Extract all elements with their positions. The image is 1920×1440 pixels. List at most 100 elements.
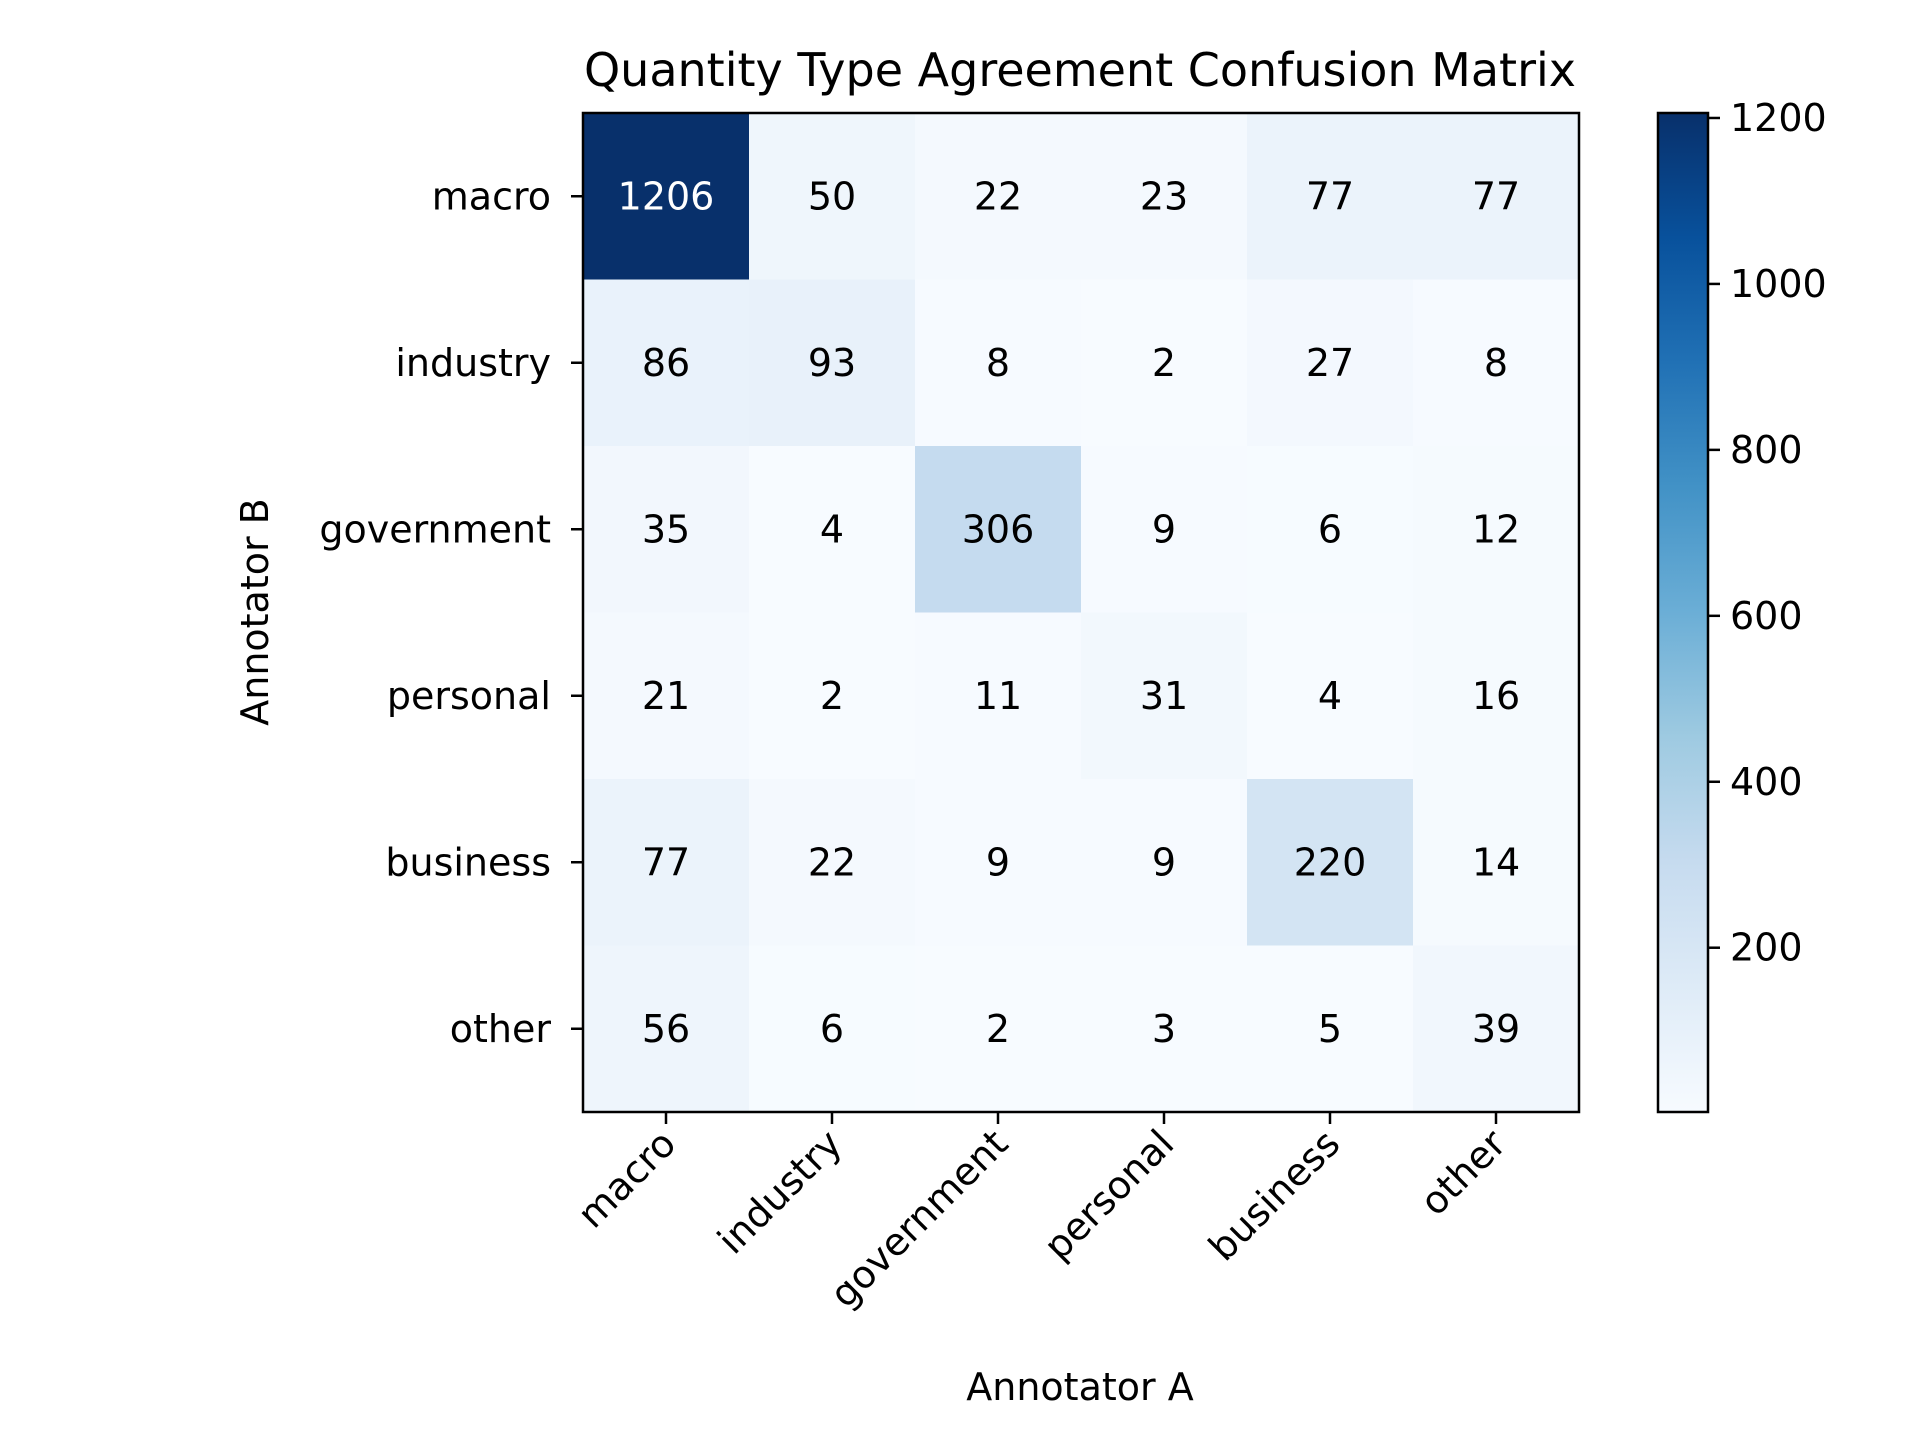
x-tick-label: other (1412, 1121, 1515, 1224)
y-tick-label: business (385, 840, 551, 884)
cell-value-label: 12 (1472, 507, 1520, 551)
cell-value-label: 11 (974, 674, 1022, 718)
colorbar-tick-label: 1000 (1730, 262, 1827, 306)
heatmap-cell (1413, 279, 1580, 447)
cell-value-label: 306 (962, 507, 1035, 551)
heatmap-cell (915, 113, 1082, 280)
heatmap-cell (583, 279, 750, 447)
cell-value-label: 4 (1318, 674, 1342, 718)
x-tick-label: macro (569, 1121, 684, 1236)
heatmap-cell (583, 446, 750, 613)
heatmap-cell (915, 446, 1082, 613)
cell-value-label: 35 (642, 507, 690, 551)
heatmap-cell (749, 779, 916, 946)
heatmap-cell (1247, 446, 1414, 613)
colorbar-tick-label: 800 (1730, 428, 1803, 472)
cell-value-label: 86 (642, 341, 690, 385)
cell-value-label: 56 (642, 1007, 690, 1051)
y-tick-label: other (450, 1007, 552, 1051)
cell-value-label: 21 (642, 674, 690, 718)
cell-value-label: 6 (820, 1007, 844, 1051)
heatmap-cell (749, 612, 916, 780)
heatmap-cell (749, 113, 916, 280)
y-axis-ticks: macro industry government personal business o… (319, 174, 583, 1051)
heatmap-cell (1081, 279, 1248, 447)
cell-value-label: 2 (986, 1007, 1010, 1051)
y-tick-label: macro (432, 174, 551, 218)
cell-value-label: 9 (986, 840, 1010, 884)
cell-value-label: 8 (986, 341, 1010, 385)
heatmap-cell (1081, 779, 1248, 946)
cell-value-label: 9 (1152, 840, 1176, 884)
heatmap-cell (1247, 113, 1414, 280)
cell-value-label: 31 (1140, 674, 1188, 718)
heatmap-cell (1247, 945, 1414, 1113)
x-tick-label: personal (1035, 1121, 1182, 1268)
heatmap-cell (1413, 612, 1580, 780)
cell-value-label: 14 (1472, 840, 1520, 884)
cell-value-label: 16 (1472, 674, 1520, 718)
cell-value-label: 77 (1306, 174, 1354, 218)
cell-value-label: 1206 (618, 174, 715, 218)
heatmap-cell (583, 779, 750, 946)
heatmap-cell (1081, 612, 1248, 780)
heatmap-cell (915, 279, 1082, 447)
cell-value-label: 2 (1152, 341, 1176, 385)
heatmap-cell (1247, 279, 1414, 447)
heatmap-cell (915, 612, 1082, 780)
cell-value-label: 6 (1318, 507, 1342, 551)
heatmap-cells (583, 113, 1580, 1113)
y-tick-label: government (319, 507, 551, 551)
heatmap-cell (1081, 113, 1248, 280)
cell-value-label: 9 (1152, 507, 1176, 551)
heatmap-cell (583, 945, 750, 1113)
heatmap-cell (1081, 945, 1248, 1113)
cell-value-label: 4 (820, 507, 844, 551)
colorbar (1656, 111, 1710, 1114)
heatmap-cell (1413, 446, 1580, 613)
x-axis-label: Annotator A (966, 1365, 1193, 1409)
cell-value-label: 77 (1472, 174, 1520, 218)
cell-value-label: 50 (808, 174, 856, 218)
cell-value-label: 5 (1318, 1007, 1342, 1051)
heatmap-cell (1413, 113, 1580, 280)
colorbar-ticks: 200 400 600 800 1000 1200 (1708, 96, 1827, 970)
x-tick-label: government (821, 1121, 1016, 1316)
heatmap-cell (1247, 612, 1414, 780)
colorbar-tick-label: 600 (1730, 594, 1803, 638)
y-tick-label: personal (387, 674, 551, 718)
x-tick-label: industry (709, 1121, 850, 1262)
heatmap-cell (1413, 779, 1580, 946)
x-tick-label: business (1200, 1121, 1348, 1269)
cell-value-label: 8 (1484, 341, 1508, 385)
cell-value-label: 220 (1294, 840, 1367, 884)
heatmap-cell (915, 779, 1082, 946)
y-tick-label: industry (395, 341, 551, 385)
heatmap-cell (583, 612, 750, 780)
cell-value-label: 39 (1472, 1007, 1520, 1051)
heatmap-cell (749, 279, 916, 447)
colorbar-tick-label: 1200 (1730, 96, 1827, 140)
cell-value-label: 77 (642, 840, 690, 884)
plot-frame (581, 111, 1581, 1114)
heatmap-cell (1413, 945, 1580, 1113)
heatmap-cell (583, 113, 750, 280)
heatmap-cell (1247, 779, 1414, 946)
cell-value-label: 22 (974, 174, 1022, 218)
colorbar-tick-label: 400 (1730, 760, 1803, 804)
y-axis-label: Annotator B (233, 498, 277, 726)
heatmap-cell (1081, 446, 1248, 613)
colorbar-tick-label: 200 (1730, 926, 1803, 970)
heatmap-cell (749, 945, 916, 1113)
cell-value-label: 93 (808, 341, 856, 385)
cell-value-label: 2 (820, 674, 844, 718)
chart-title: Quantity Type Agreement Confusion Matrix (584, 43, 1576, 97)
cell-value-label: 3 (1152, 1007, 1176, 1051)
heatmap-cell (915, 945, 1082, 1113)
cell-value-label: 22 (808, 840, 856, 884)
cell-value-label: 23 (1140, 174, 1188, 218)
heatmap-cell (749, 446, 916, 613)
